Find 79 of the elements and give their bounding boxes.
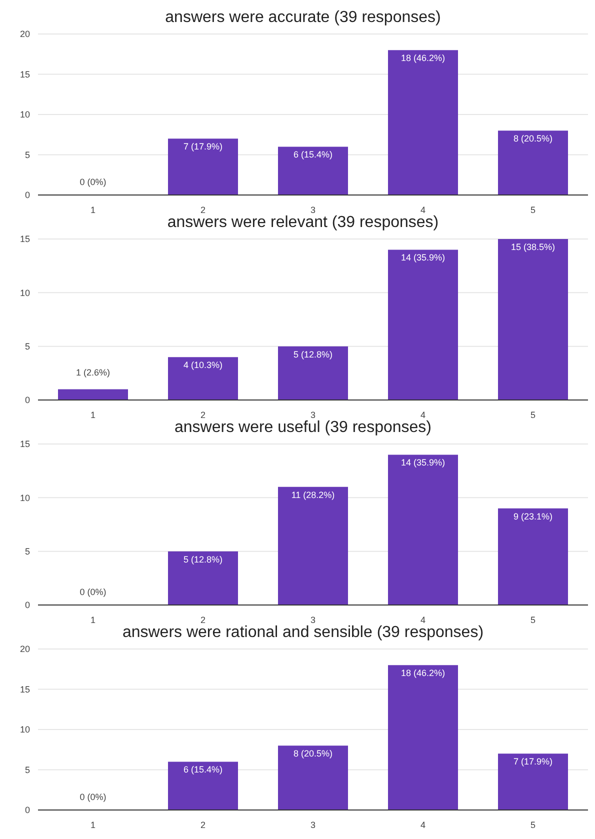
y-tick-label: 5 [24, 342, 30, 352]
data-label: 8 (20.5%) [513, 134, 553, 144]
y-tick-label: 15 [20, 439, 30, 450]
bar [498, 754, 568, 810]
data-label: 14 (35.9%) [400, 252, 446, 263]
x-tick-label: 4 [420, 820, 426, 830]
bar [168, 762, 238, 810]
data-label: 9 (23.1%) [513, 511, 553, 522]
data-label: 7 (17.9%) [513, 756, 553, 767]
data-label: 0 (0%) [80, 792, 106, 802]
data-label: 6 (15.4%) [293, 150, 333, 160]
y-tick-label: 5 [24, 764, 30, 775]
y-tick-label: 20 [20, 29, 30, 40]
data-label: 18 (46.2%) [400, 668, 446, 678]
bar [388, 50, 458, 195]
x-tick-label: 5 [530, 410, 536, 420]
bar [278, 146, 348, 195]
bar [168, 551, 238, 605]
y-tick-label: 0 [24, 395, 30, 406]
y-tick-label: 15 [20, 684, 30, 694]
bar [168, 138, 238, 195]
x-tick-label: 5 [530, 205, 536, 215]
data-label: 14 (35.9%) [400, 458, 446, 468]
y-tick-label: 10 [20, 492, 30, 503]
data-label: 6 (15.4%) [183, 764, 223, 775]
bar [278, 746, 348, 810]
data-label: 18 (46.2%) [400, 53, 446, 64]
x-tick-label: 1 [90, 820, 96, 830]
x-tick-label: 1 [90, 205, 96, 215]
y-tick-label: 10 [20, 288, 30, 298]
y-tick-label: 0 [24, 805, 30, 816]
x-tick-label: 2 [200, 615, 206, 625]
data-label: 15 (38.5%) [510, 242, 556, 252]
bar [388, 454, 458, 605]
data-label: 8 (20.5%) [293, 748, 333, 759]
bar [498, 508, 568, 605]
y-tick-label: 10 [20, 110, 30, 120]
x-tick-label: 2 [200, 410, 206, 420]
bar [278, 486, 348, 605]
data-label: 7 (17.9%) [183, 142, 223, 152]
bar [58, 389, 128, 400]
x-tick-label: 5 [530, 615, 536, 625]
y-tick-label: 20 [20, 644, 30, 654]
y-tick-label: 15 [20, 234, 30, 244]
x-tick-label: 3 [310, 820, 316, 830]
data-label: 1 (2.6%) [76, 367, 110, 378]
chart-title: answers were relevant (39 responses) [167, 214, 439, 231]
chart-title: answers were accurate (39 responses) [164, 8, 442, 28]
y-tick-label: 10 [20, 724, 30, 735]
x-tick-label: 2 [200, 820, 206, 830]
chart-title: answers were rational and sensible (39 responses) [122, 624, 484, 641]
bar [498, 239, 568, 400]
data-label: 0 (0%) [80, 587, 106, 597]
y-tick-label: 0 [24, 190, 30, 200]
x-tick-label: 4 [420, 205, 426, 215]
data-label: 0 (0%) [80, 177, 106, 187]
bar [278, 346, 348, 400]
data-label: 5 (12.8%) [293, 349, 333, 360]
x-tick-label: 3 [310, 615, 316, 625]
bar [498, 130, 568, 195]
data-label: 11 (28.2%) [291, 490, 335, 500]
y-tick-label: 5 [24, 150, 30, 160]
x-tick-label: 2 [200, 205, 206, 215]
x-tick-label: 4 [420, 615, 426, 625]
data-label: 4 (10.3%) [183, 360, 223, 370]
x-tick-label: 4 [420, 410, 426, 420]
x-tick-label: 3 [310, 410, 316, 420]
chart-title: answers were useful (39 responses) [174, 419, 432, 436]
x-tick-label: 3 [310, 205, 316, 215]
bar [168, 357, 238, 400]
x-tick-label: 1 [90, 410, 96, 420]
x-tick-label: 5 [530, 820, 536, 830]
x-tick-label: 1 [90, 615, 96, 625]
data-label: 5 (12.8%) [183, 554, 223, 564]
bar [388, 665, 458, 810]
y-tick-label: 5 [24, 546, 30, 557]
y-tick-label: 15 [20, 69, 30, 80]
y-tick-label: 0 [24, 600, 30, 610]
bar [388, 250, 458, 400]
